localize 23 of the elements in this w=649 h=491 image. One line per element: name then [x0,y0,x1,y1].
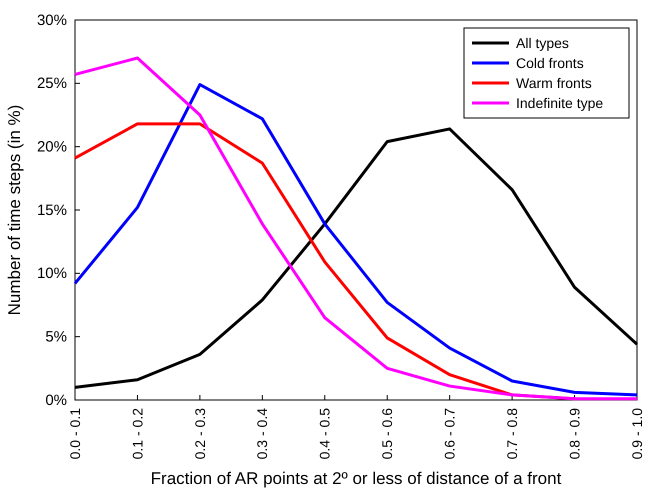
x-tick-label: 0.9 - 1.0 [628,408,645,460]
x-tick-label: 0.3 - 0.4 [254,408,270,460]
x-tick-label: 0.8 - 0.9 [566,408,582,460]
x-tick-label: 0.0 - 0.1 [66,408,83,460]
legend-label: Cold fronts [516,54,584,71]
legend-label: Warm fronts [516,74,592,91]
y-tick-label: 25% [36,75,67,92]
y-axis-title: Number of time steps (in %) [5,104,24,316]
x-tick-label: 0.4 - 0.5 [316,408,333,460]
y-tick-label: 15% [36,202,67,219]
x-tick-label: 0.7 - 0.8 [504,408,520,460]
y-tick-label: 20% [36,138,67,156]
x-tick-label: 0.5 - 0.6 [379,408,396,460]
legend-label: Indefinite type [516,94,604,111]
x-tick-label: 0.6 - 0.7 [442,408,458,460]
y-tick-label: 30% [36,12,67,29]
y-tick-label: 0% [45,392,67,409]
y-tick-label: 5% [45,328,67,346]
x-axis-title: Fraction of AR points at 2º or less of distance of a front [150,469,562,488]
y-tick-label: 10% [36,265,67,282]
x-tick-label: 0.2 - 0.3 [192,408,208,460]
x-tick-label: 0.1 - 0.2 [129,408,146,460]
legend-label: All types [516,34,569,51]
